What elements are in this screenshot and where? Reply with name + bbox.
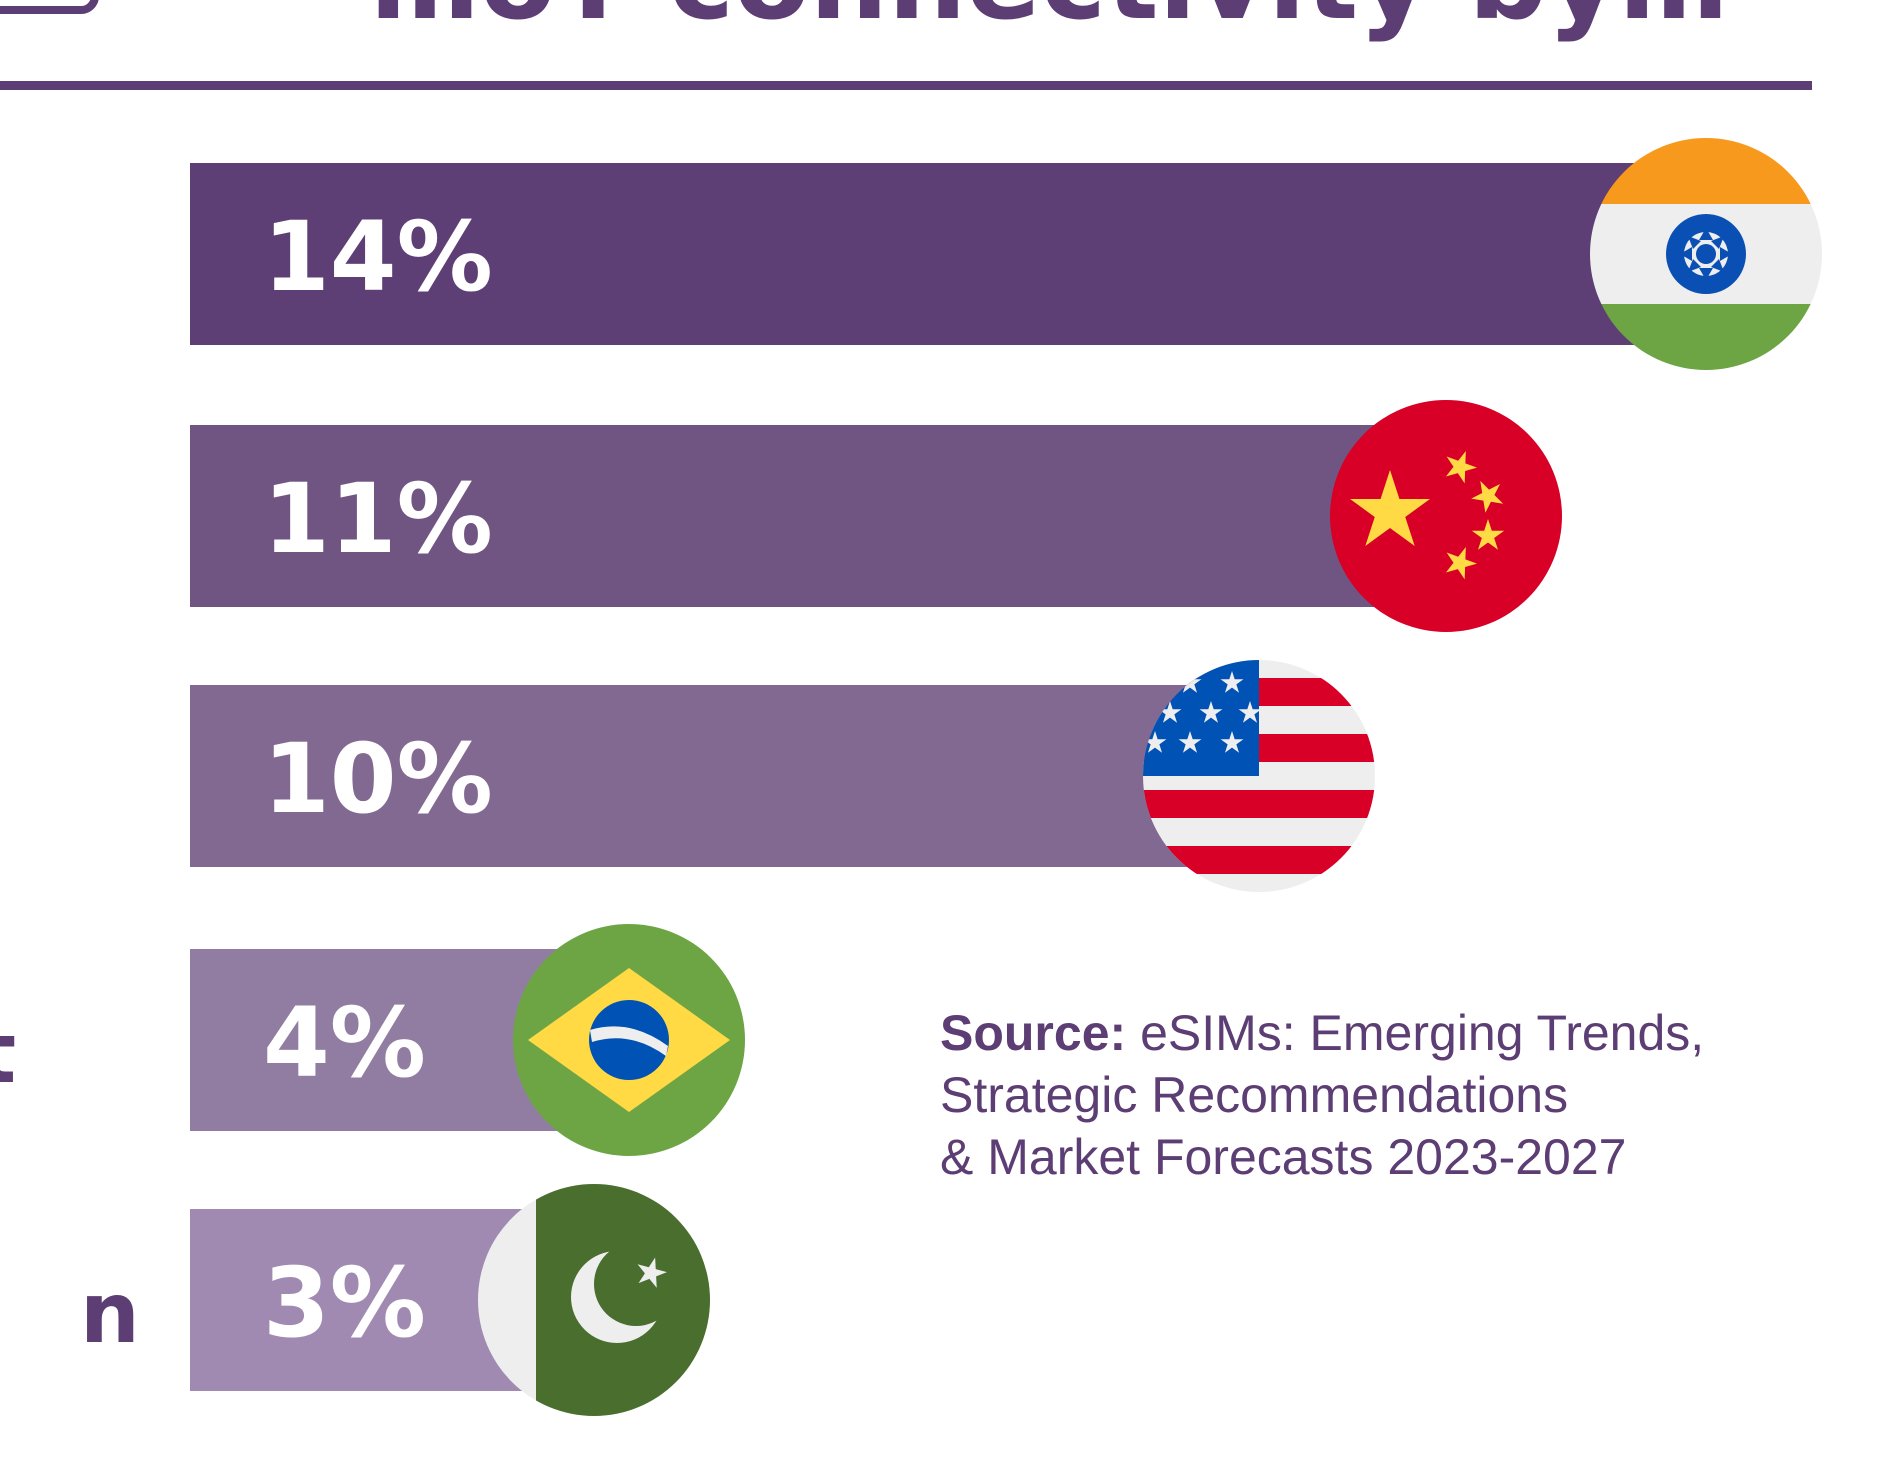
title-divider xyxy=(0,81,1812,90)
chart-title: …oT connectivity by… xyxy=(370,0,1729,44)
axis-mark-partial: t xyxy=(0,1004,16,1102)
brazil-flag-icon xyxy=(513,924,745,1156)
source-line-2: Strategic Recommendations xyxy=(940,1067,1569,1123)
source-line-3: & Market Forecasts 2023-2027 xyxy=(940,1129,1627,1185)
bar-united-states xyxy=(190,685,1259,867)
source-label: Source: xyxy=(940,1005,1127,1061)
bar-label-united-states: 10% xyxy=(263,723,493,835)
source-note: Source: eSIMs: Emerging Trends, Strategi… xyxy=(940,1002,1820,1188)
source-line-1: eSIMs: Emerging Trends, xyxy=(1140,1005,1705,1061)
pakistan-flag-icon xyxy=(478,1184,710,1416)
china-flag-icon xyxy=(1330,400,1562,632)
bar-label-india: 14% xyxy=(263,201,493,313)
india-flag-icon xyxy=(1590,138,1822,370)
bar-china xyxy=(190,425,1446,607)
bar-label-brazil: 4% xyxy=(263,987,426,1099)
bar-india xyxy=(190,163,1706,345)
usa-flag-icon xyxy=(1143,660,1375,892)
bar-label-china: 11% xyxy=(263,463,493,575)
axis-label-partial: n xyxy=(80,1264,140,1362)
corner-badge xyxy=(0,0,99,14)
bar-label-pakistan: 3% xyxy=(263,1247,426,1359)
